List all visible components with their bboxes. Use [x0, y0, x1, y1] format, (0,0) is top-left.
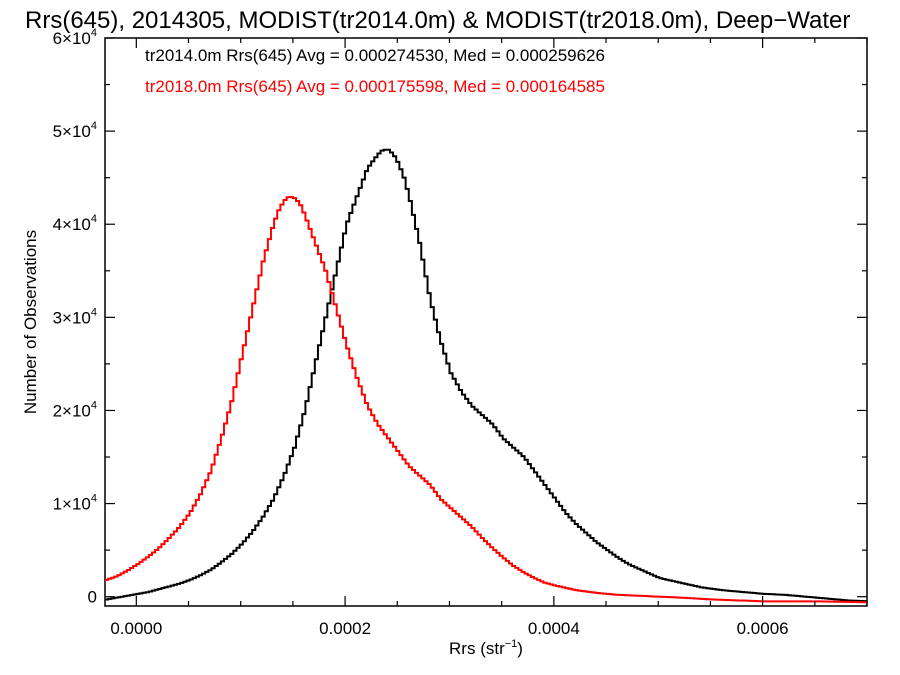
- y-tick-label: 4×104: [53, 213, 97, 234]
- x-axis-label-main: Rrs (str: [449, 639, 505, 658]
- series-line-1: [105, 196, 867, 604]
- x-axis-label-superscript: −1: [505, 638, 518, 650]
- y-axis-ticks: 0 1×104 2×104 3×104 4×104 5×104 6×104: [53, 27, 867, 607]
- plot-frame: [104, 37, 868, 607]
- x-axis-ticks: 0.0000 0.0002 0.0004 0.0006: [110, 38, 868, 638]
- x-tick-label: 0.0000: [110, 619, 162, 638]
- legend: tr2014.0m Rrs(645) Avg = 0.000274530, Me…: [145, 46, 605, 96]
- plot-area: 0.0000 0.0002 0.0004 0.0006 0 1×104 2×104 3×10…: [53, 27, 868, 638]
- x-axis-label-close: ): [517, 639, 523, 658]
- y-axis-label: Number of Observations: [21, 230, 40, 414]
- y-tick-label: 5×104: [53, 120, 97, 141]
- y-tick-label: 6×104: [53, 27, 97, 48]
- series-line-0: [105, 148, 867, 603]
- series-layer: [105, 148, 867, 604]
- x-tick-label: 0.0002: [319, 619, 371, 638]
- x-axis-label: Rrs (str−1): [449, 638, 523, 658]
- legend-entry-tr2018: tr2018.0m Rrs(645) Avg = 0.000175598, Me…: [145, 77, 605, 96]
- x-tick-label: 0.0006: [737, 619, 789, 638]
- y-tick-label: 3×104: [53, 306, 97, 327]
- x-tick-label: 0.0004: [528, 619, 580, 638]
- y-tick-label: 2×104: [53, 399, 97, 420]
- chart-title: Rrs(645), 2014305, MODIST(tr2014.0m) & M…: [25, 7, 850, 34]
- y-tick-label: 1×104: [53, 493, 97, 514]
- y-tick-label: 0: [88, 588, 97, 607]
- legend-entry-tr2014: tr2014.0m Rrs(645) Avg = 0.000274530, Me…: [145, 46, 605, 65]
